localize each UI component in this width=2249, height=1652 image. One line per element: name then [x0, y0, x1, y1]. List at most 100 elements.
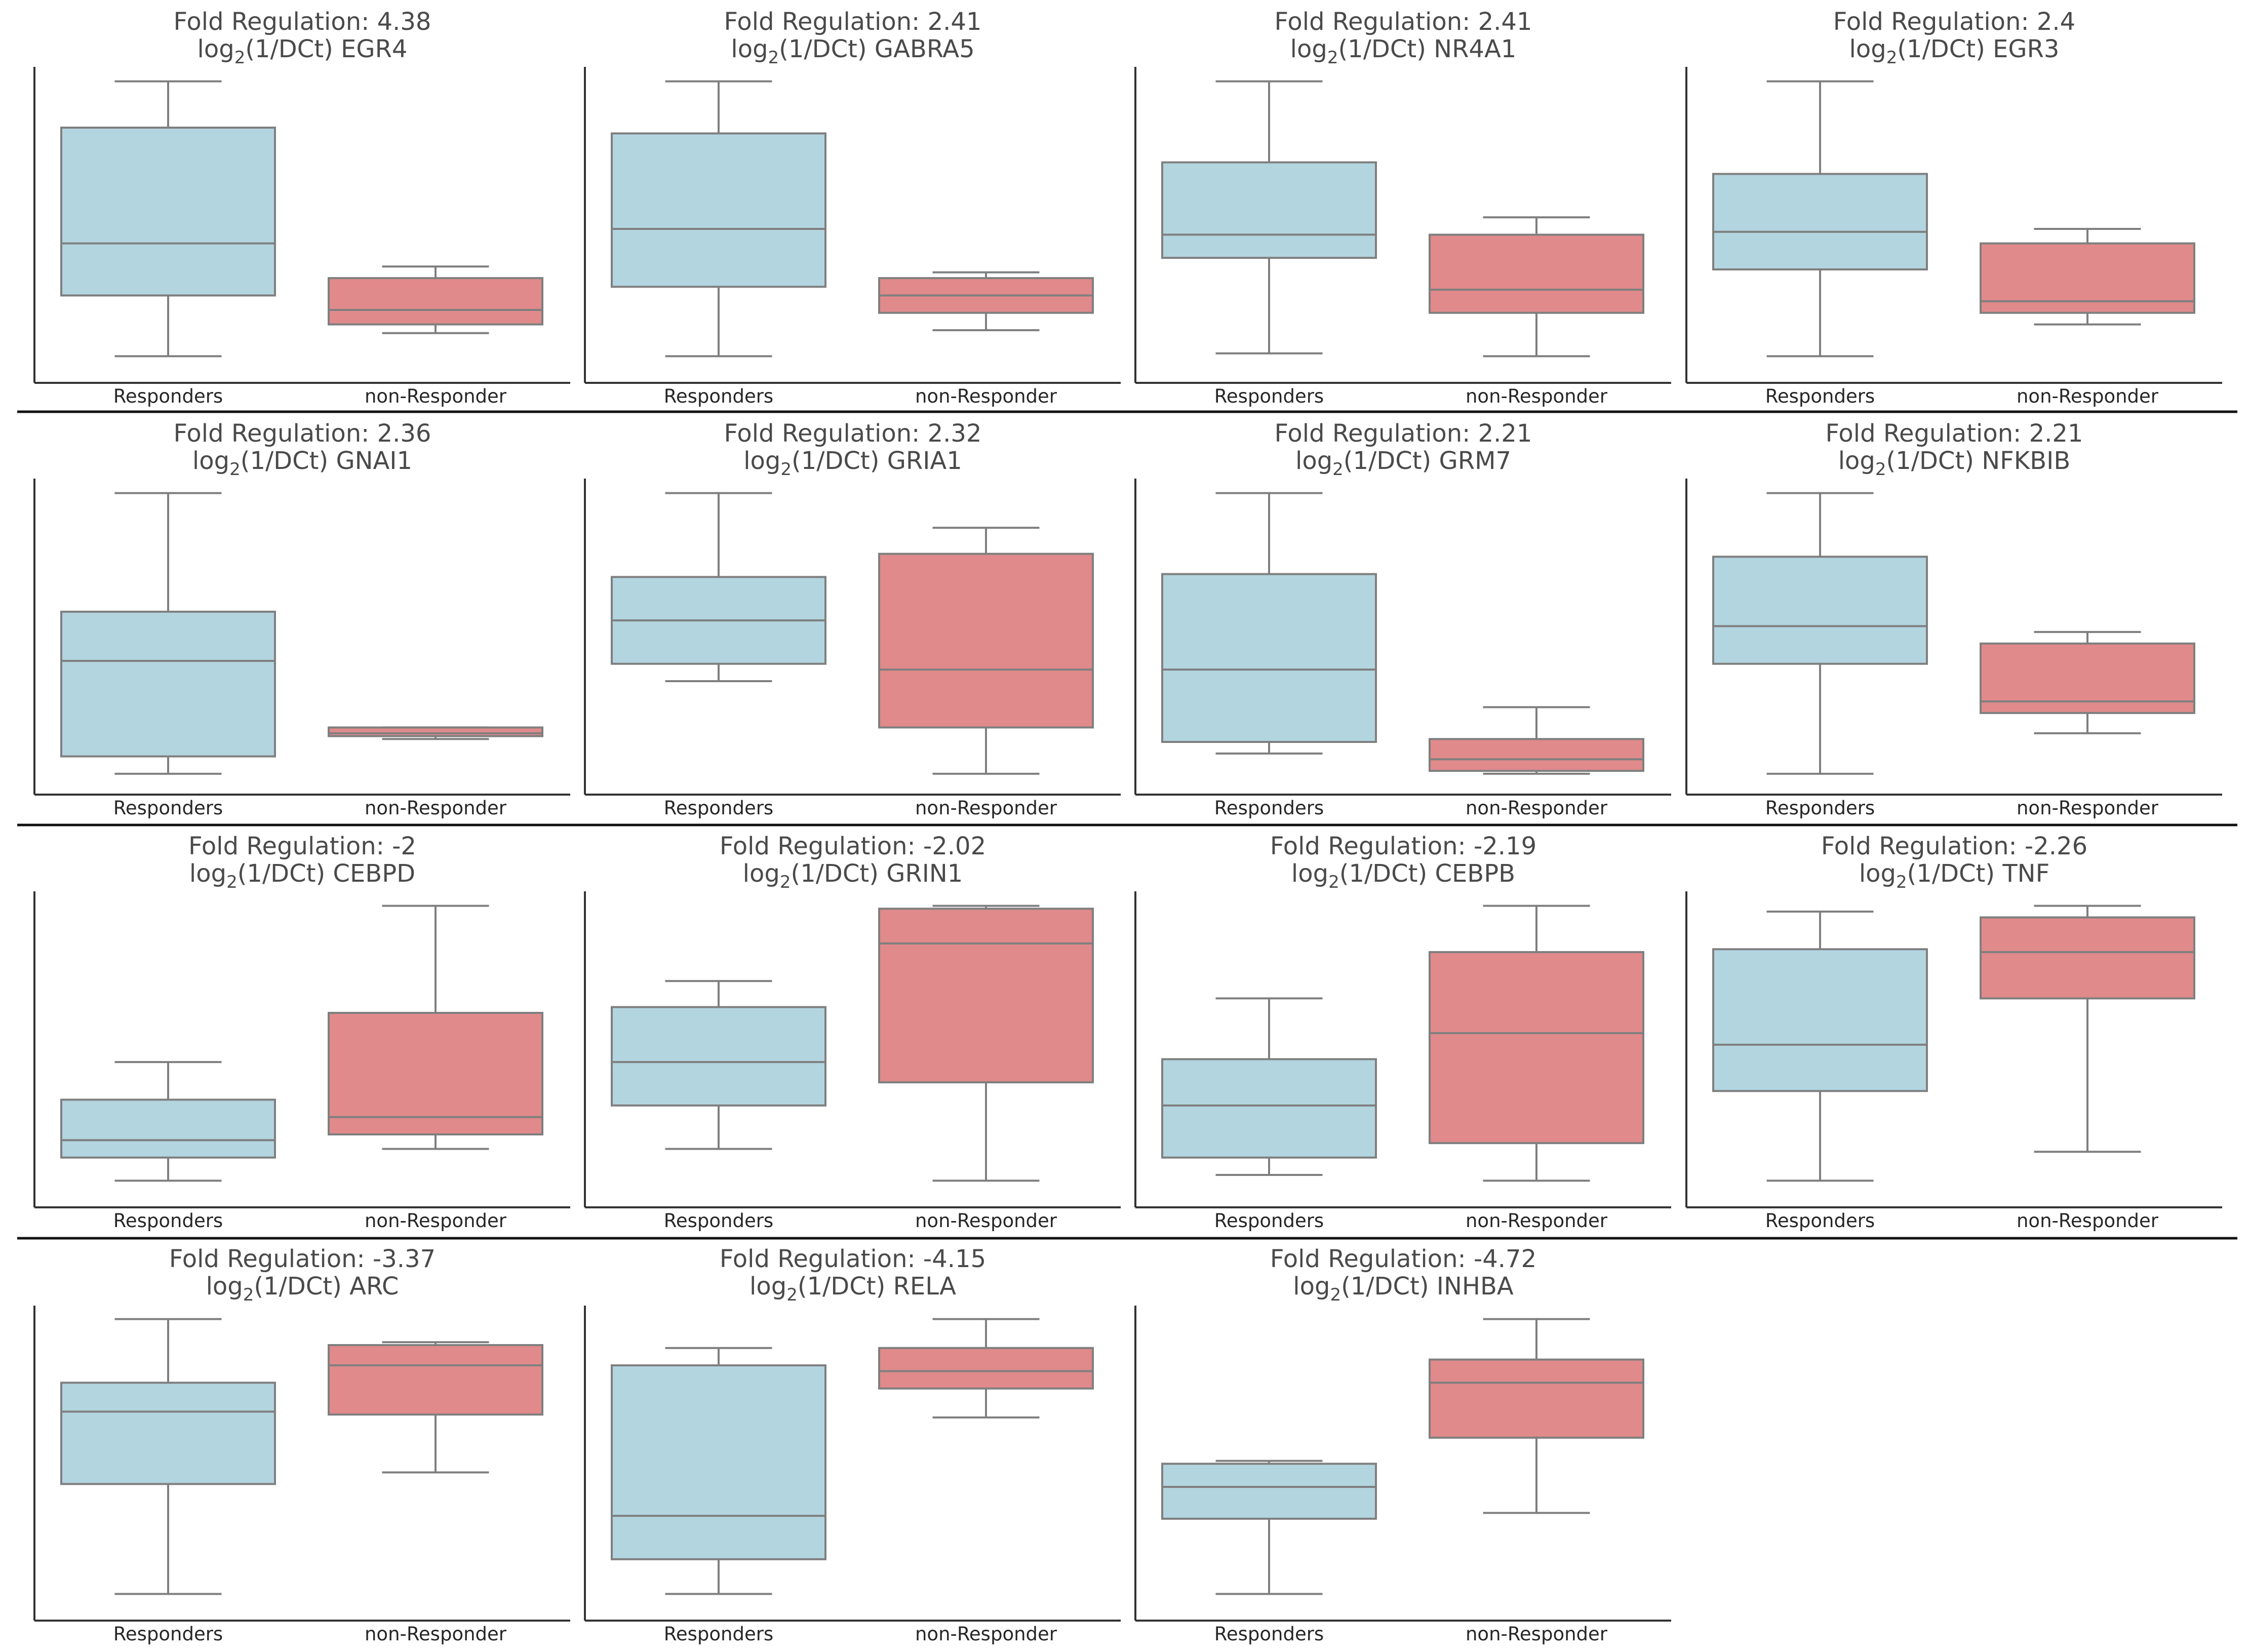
panel-subtitle: log2(1/DCt) NR4A1 — [1290, 35, 1517, 68]
panel-subtitle: log2(1/DCt) GRIN1 — [743, 859, 963, 892]
iqr-box — [1161, 1058, 1377, 1159]
x-tick-label: non-Responder — [915, 385, 1057, 407]
box-responders: Responders — [1161, 492, 1377, 819]
x-tick-label: non-Responder — [365, 385, 507, 407]
panel-title: Fold Regulation: 2.41 — [724, 8, 982, 36]
x-tick-label: Responders — [1765, 1210, 1875, 1232]
iqr-box — [60, 610, 276, 758]
panel-subtitle: log2(1/DCt) EGR4 — [198, 35, 408, 68]
iqr-box — [1712, 173, 1928, 270]
x-tick-label: non-Responder — [1466, 797, 1608, 819]
box-non-responder: non-Responder — [328, 265, 543, 407]
box-responders: Responders — [1712, 80, 1928, 407]
x-tick-label: Responders — [664, 385, 773, 407]
x-tick-label: non-Responder — [1466, 1623, 1608, 1645]
iqr-box — [878, 553, 1094, 729]
box-non-responder: non-Responder — [878, 904, 1094, 1232]
iqr-box — [611, 1006, 826, 1107]
iqr-box — [328, 726, 543, 737]
x-tick-label: Responders — [1765, 797, 1875, 819]
panel-title: Fold Regulation: -4.72 — [1270, 1245, 1536, 1273]
iqr-box — [328, 1012, 543, 1135]
box-non-responder: non-Responder — [1980, 228, 2195, 407]
box-responders: Responders — [611, 492, 826, 819]
x-tick-label: Responders — [664, 1623, 773, 1645]
panel-title: Fold Regulation: -4.15 — [720, 1245, 986, 1273]
panel-title: Fold Regulation: -2.02 — [720, 832, 986, 860]
panel-subtitle: log2(1/DCt) INHBA — [1293, 1272, 1514, 1305]
box-responders: Responders — [1161, 80, 1377, 407]
x-tick-label: Responders — [664, 1210, 773, 1232]
panel-title: Fold Regulation: -2.26 — [1821, 832, 2087, 860]
iqr-box — [328, 277, 543, 326]
panel-subtitle: log2(1/DCt) RELA — [749, 1272, 956, 1305]
panel-subtitle: log2(1/DCt) NFKBIB — [1838, 447, 2071, 480]
box-non-responder: non-Responder — [1429, 216, 1644, 407]
box-responders: Responders — [611, 80, 826, 407]
x-tick-label: non-Responder — [1466, 385, 1608, 407]
panel-title: Fold Regulation: 2.21 — [1275, 419, 1532, 448]
box-responders: Responders — [1712, 492, 1928, 819]
iqr-box — [1429, 738, 1644, 772]
panel-title: Fold Regulation: 2.21 — [1826, 419, 2083, 448]
iqr-box — [1161, 573, 1377, 743]
panel-subtitle: log2(1/DCt) TNF — [1859, 859, 2049, 892]
x-tick-label: non-Responder — [915, 1210, 1057, 1232]
iqr-box — [1429, 233, 1644, 314]
box-responders: Responders — [1161, 997, 1377, 1232]
iqr-box — [1712, 948, 1928, 1092]
x-tick-label: Responders — [1765, 385, 1875, 407]
box-responders: Responders — [60, 492, 276, 819]
iqr-box — [1980, 916, 2195, 1000]
x-tick-label: non-Responder — [2017, 1210, 2159, 1232]
box-non-responder: non-Responder — [878, 1318, 1094, 1645]
iqr-box — [328, 1344, 543, 1416]
panel-title: Fold Regulation: -2 — [188, 832, 416, 860]
iqr-box — [878, 1347, 1094, 1390]
box-responders: Responders — [1161, 1460, 1377, 1645]
box-responders: Responders — [1712, 911, 1928, 1232]
iqr-box — [1980, 242, 2195, 314]
panel-title: Fold Regulation: 4.38 — [174, 8, 431, 36]
box-responders: Responders — [60, 1318, 276, 1645]
x-tick-label: non-Responder — [1466, 1210, 1608, 1232]
box-responders: Responders — [60, 80, 276, 407]
panel-subtitle: log2(1/DCt) GRM7 — [1295, 447, 1511, 480]
x-tick-label: Responders — [1214, 1623, 1324, 1645]
x-tick-label: non-Responder — [365, 1623, 507, 1645]
x-tick-label: non-Responder — [2017, 385, 2159, 407]
x-tick-label: Responders — [1214, 1210, 1324, 1232]
box-non-responder: non-Responder — [328, 726, 543, 819]
iqr-box — [1429, 951, 1644, 1145]
x-tick-label: non-Responder — [915, 1623, 1057, 1645]
box-non-responder: non-Responder — [1429, 904, 1644, 1232]
x-tick-label: non-Responder — [2017, 797, 2159, 819]
iqr-box — [1712, 556, 1928, 665]
x-tick-label: Responders — [664, 797, 773, 819]
x-tick-label: non-Responder — [365, 797, 507, 819]
panel-subtitle: log2(1/DCt) GNAI1 — [192, 447, 412, 480]
iqr-box — [60, 127, 276, 297]
panel-title: Fold Regulation: 2.4 — [1833, 8, 2075, 36]
box-non-responder: non-Responder — [1980, 631, 2195, 819]
box-non-responder: non-Responder — [328, 904, 543, 1232]
box-responders: Responders — [611, 1347, 826, 1645]
x-tick-label: Responders — [1214, 385, 1324, 407]
x-tick-label: Responders — [1214, 797, 1324, 819]
x-tick-label: Responders — [113, 1623, 223, 1645]
x-tick-label: Responders — [113, 797, 223, 819]
x-tick-label: non-Responder — [365, 1210, 507, 1232]
box-non-responder: non-Responder — [878, 271, 1094, 407]
